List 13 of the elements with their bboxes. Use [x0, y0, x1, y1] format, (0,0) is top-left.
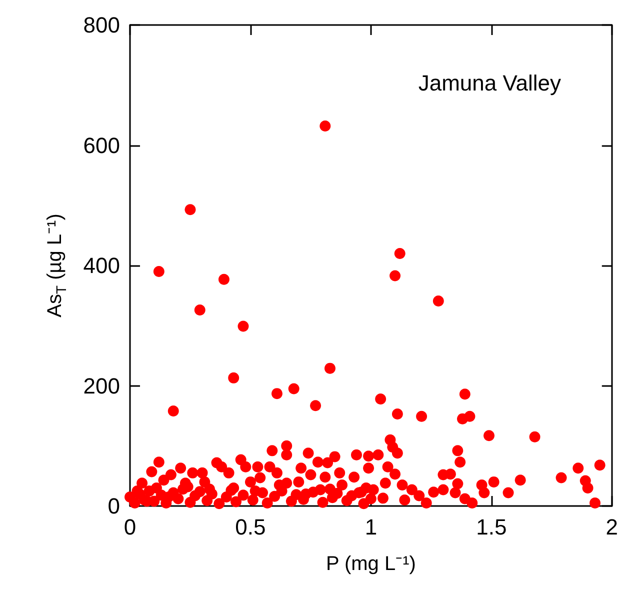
x-tick-label: 1 — [364, 514, 378, 540]
annotation: Jamuna Valley — [418, 70, 562, 96]
y-tick-label: 0 — [108, 494, 120, 518]
x-tick-label: 0 — [124, 514, 136, 540]
y-axis-title: AsT (µg L⁻¹) — [44, 214, 69, 318]
x-tick-label: 2 — [606, 514, 618, 540]
y-tick-label: 200 — [83, 373, 120, 398]
y-tick-label: 400 — [83, 253, 120, 278]
x-axis-title: P (mg L⁻¹) — [326, 553, 416, 575]
x-tick-label: 1.5 — [476, 514, 507, 540]
y-tick-label: 800 — [83, 12, 120, 38]
y-tick-label: 600 — [83, 132, 120, 158]
x-tick-label: 0.5 — [235, 514, 266, 540]
